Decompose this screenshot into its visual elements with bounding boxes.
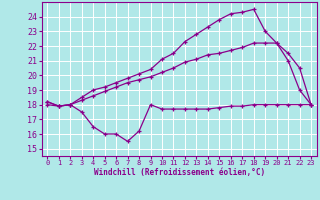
X-axis label: Windchill (Refroidissement éolien,°C): Windchill (Refroidissement éolien,°C)	[94, 168, 265, 177]
